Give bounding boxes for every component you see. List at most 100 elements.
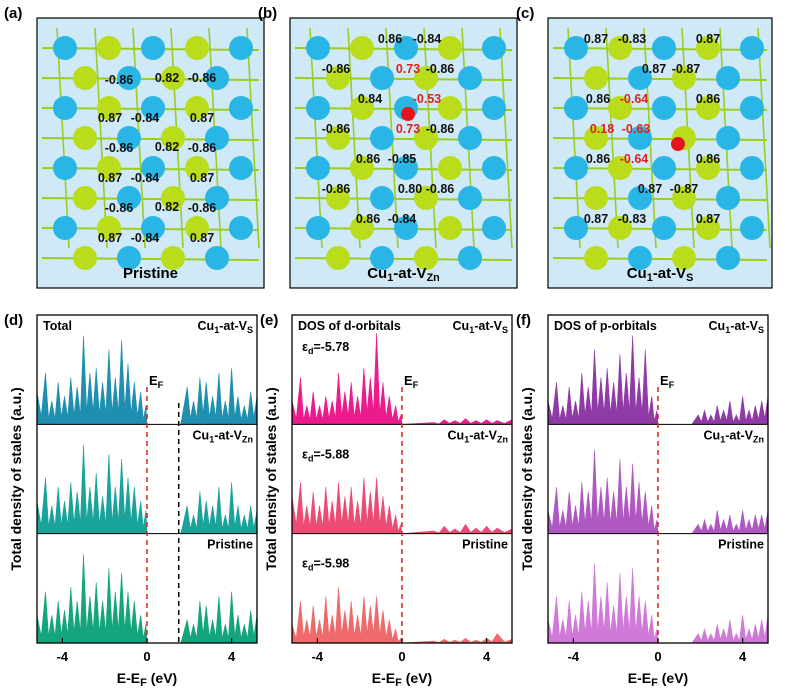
zn-atom (740, 156, 764, 180)
s-atom (584, 66, 608, 90)
x-tick-label: 4 (739, 649, 747, 664)
series-label: Cu1-at-VZn (193, 428, 253, 444)
charge-label: 0.87 (98, 111, 122, 125)
bond (605, 27, 619, 249)
zn-atom (205, 246, 229, 270)
s-atom (672, 246, 696, 270)
zn-atom (628, 126, 652, 150)
series-label: Cu1-at-VS (709, 319, 764, 335)
bond (347, 27, 361, 249)
s-atom (414, 66, 438, 90)
dos-series-area (291, 477, 513, 535)
s-atom (438, 156, 462, 180)
s-atom (326, 246, 350, 270)
charge-label: -0.63 (622, 122, 651, 136)
x-tick-label: 4 (483, 649, 491, 664)
dos-series-area (36, 335, 258, 425)
s-atom (97, 36, 121, 60)
zn-atom (482, 96, 506, 120)
s-atom (696, 96, 720, 120)
charge-label: 0.86 (586, 92, 610, 106)
s-atom (185, 156, 209, 180)
structure-frame (36, 17, 265, 289)
s-atom (438, 216, 462, 240)
zn-atom (458, 126, 482, 150)
dos-series-area (36, 554, 258, 644)
s-atom (161, 66, 185, 90)
zn-atom (482, 216, 506, 240)
charge-label: -0.86 (188, 71, 217, 85)
zn-atom (117, 126, 141, 150)
charge-label: -0.84 (388, 212, 417, 226)
zn-atom (117, 246, 141, 270)
bond (309, 27, 323, 249)
series-label: Pristine (207, 538, 253, 552)
zn-atom (564, 156, 588, 180)
series-label: Cu1-at-VZn (704, 428, 764, 444)
series-label: Cu1-at-VS (453, 319, 508, 335)
structure-panel: (b) 0.86 -0.84 -0.86 0.73 -0.86 0.84 -0.53 -0.86… (258, 5, 518, 289)
s-atom (414, 246, 438, 270)
panel-label: (f) (516, 312, 531, 329)
s-atom (73, 246, 97, 270)
s-atom (326, 186, 350, 210)
y-axis-label: Total density of stales (a.u.) (519, 387, 535, 570)
charge-label: -0.86 (426, 182, 455, 196)
d-band-center-label: εd=-5.88 (302, 447, 349, 463)
bond (56, 27, 70, 249)
charge-label: -0.84 (413, 32, 442, 46)
s-atom (97, 96, 121, 120)
series-label: Cu1-at-VZn (448, 428, 508, 444)
charge-label: -0.84 (131, 171, 160, 185)
zn-atom (716, 186, 740, 210)
s-atom (608, 96, 632, 120)
s-atom (326, 126, 350, 150)
charge-label: -0.87 (670, 182, 699, 196)
dos-panel: (d) Cu1-at-VS Cu1-at-VZn Pristine EF Total -4 0… (4, 312, 258, 689)
s-atom (97, 156, 121, 180)
charge-label: 0.80 (398, 182, 422, 196)
charge-label: 0.87 (642, 62, 666, 76)
charge-label: -0.84 (131, 111, 160, 125)
s-atom (161, 186, 185, 210)
panel-label: (e) (260, 312, 278, 329)
charge-label: 0.87 (584, 32, 608, 46)
s-atom (185, 216, 209, 240)
charge-label: -0.86 (322, 62, 351, 76)
charge-label: -0.64 (620, 92, 649, 106)
charge-label: 0.87 (190, 231, 214, 245)
bond (94, 27, 108, 249)
zn-atom (141, 156, 165, 180)
dos-series-area (547, 335, 769, 425)
s-atom (350, 156, 374, 180)
panel-label: (d) (4, 312, 23, 329)
s-atom (73, 66, 97, 90)
charge-label: 0.87 (696, 32, 720, 46)
s-atom (350, 216, 374, 240)
zn-atom (306, 156, 330, 180)
panel-title: Total (43, 319, 72, 333)
zn-atom (740, 36, 764, 60)
zn-atom (370, 246, 394, 270)
dos-panels: (d) Cu1-at-VS Cu1-at-VZn Pristine EF Total -4 0… (4, 312, 769, 689)
charge-label: -0.53 (413, 92, 442, 106)
cu-atom (671, 137, 685, 151)
s-atom (73, 126, 97, 150)
charge-label: -0.86 (426, 62, 455, 76)
charge-label: 0.86 (696, 92, 720, 106)
charge-label: -0.86 (426, 122, 455, 136)
structure-frame (547, 17, 773, 289)
panel-title: DOS of d-orbitals (298, 319, 401, 333)
zn-atom (458, 246, 482, 270)
x-axis-label: E-EF (eV) (628, 670, 688, 689)
charge-label: 0.86 (356, 152, 380, 166)
cu-atom (401, 107, 415, 121)
s-atom (584, 246, 608, 270)
s-atom (584, 126, 608, 150)
charge-label: 0.82 (155, 140, 179, 154)
x-tick-label: 0 (398, 649, 405, 664)
zn-atom (306, 216, 330, 240)
structure-caption: Pristine (123, 265, 178, 282)
fermi-level-label: EF (660, 373, 675, 390)
zn-atom (370, 66, 394, 90)
